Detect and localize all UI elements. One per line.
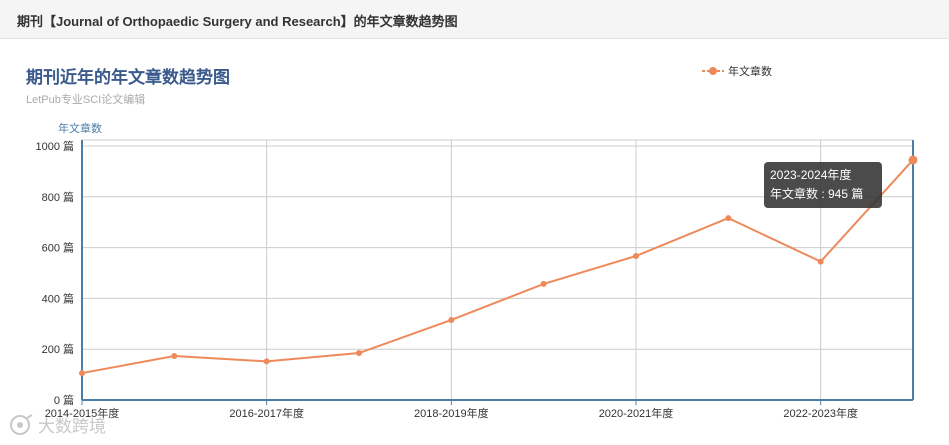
legend-line-marker-icon bbox=[702, 67, 724, 75]
x-tick-label: 2020-2021年度 bbox=[599, 406, 674, 420]
watermark-text: 大数跨境 bbox=[38, 417, 106, 436]
tooltip-category: 2023-2024年度 bbox=[770, 168, 852, 182]
page-header: 期刊【Journal of Orthopaedic Surgery and Re… bbox=[0, 0, 949, 39]
series-line bbox=[81, 159, 914, 375]
y-tick-label: 400 篇 bbox=[42, 291, 74, 305]
watermark-logo-icon bbox=[10, 413, 33, 435]
chart-subtitle: LetPub专业SCI论文编辑 bbox=[26, 94, 146, 106]
y-axis-label: 年文章数 bbox=[58, 121, 102, 135]
y-tick-label: 1000 篇 bbox=[35, 139, 74, 153]
data-point bbox=[540, 280, 547, 287]
legend-label: 年文章数 bbox=[728, 66, 772, 78]
y-tick-label: 200 篇 bbox=[42, 342, 74, 356]
x-tick-label: 2016-2017年度 bbox=[229, 406, 304, 420]
x-tick-label: 2022-2023年度 bbox=[783, 406, 858, 420]
y-tick-label: 0 篇 bbox=[54, 393, 74, 407]
data-point bbox=[356, 350, 362, 357]
data-point bbox=[725, 215, 732, 222]
data-point bbox=[908, 155, 918, 165]
x-tick-label: 2014-2015年度 bbox=[45, 406, 120, 420]
chart-tooltip: 2023-2024年度 年文章数 : 945 篇 bbox=[764, 162, 882, 208]
data-point bbox=[171, 353, 178, 360]
data-point bbox=[633, 252, 639, 259]
data-point bbox=[263, 358, 270, 365]
y-tick-label: 600 篇 bbox=[42, 241, 74, 255]
data-point bbox=[448, 316, 455, 323]
data-point bbox=[817, 258, 824, 265]
y-tick-label: 800 篇 bbox=[42, 190, 74, 204]
x-tick-label: 2018-2019年度 bbox=[414, 406, 489, 420]
watermark: 大数跨境 bbox=[8, 412, 106, 437]
chart-legend[interactable]: 年文章数 bbox=[702, 63, 772, 79]
tooltip-value: 年文章数 : 945 篇 bbox=[770, 187, 864, 201]
page-title: 期刊【Journal of Orthopaedic Surgery and Re… bbox=[17, 14, 458, 29]
chart-title: 期刊近年的年文章数趋势图 bbox=[26, 68, 230, 87]
data-point bbox=[79, 370, 85, 377]
